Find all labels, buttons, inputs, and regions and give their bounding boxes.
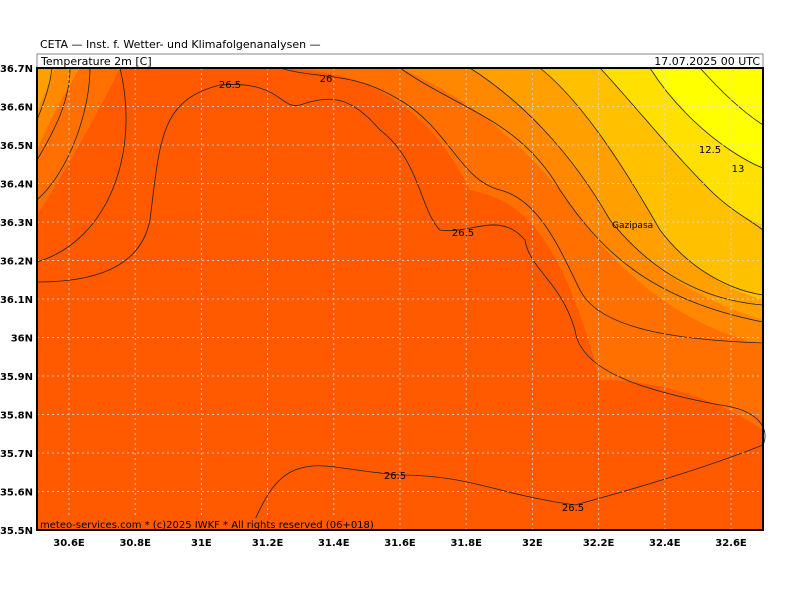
- footer-bg: [37, 518, 397, 530]
- lat-label: 35.6N: [0, 488, 33, 499]
- contour-label: 13: [732, 164, 745, 175]
- place-label: Gazipasa: [612, 221, 653, 231]
- lat-label: 35.7N: [0, 449, 33, 460]
- contour-label: 26: [320, 74, 333, 85]
- lon-label: 31.2E: [252, 538, 284, 549]
- date: 17.07.2025 00 UTC: [654, 55, 760, 68]
- source: CETA — Inst. f. Wetter- und Klimafolgena…: [40, 38, 321, 51]
- lat-label: 36.6N: [0, 103, 33, 114]
- map-frame: [36, 67, 764, 531]
- lon-label: 32.2E: [583, 538, 615, 549]
- lon-label: 30.6E: [53, 538, 85, 549]
- lat-label: 35.5N: [0, 526, 33, 537]
- lat-label: 36.7N: [0, 64, 33, 75]
- lat-label: 36N: [11, 334, 33, 345]
- variable: Temperature 2m [C]: [40, 55, 152, 68]
- lon-label: 32.4E: [649, 538, 681, 549]
- lat-label: 35.9N: [0, 372, 33, 383]
- footer: meteo-services.com * (c)2025 IWKF * All …: [40, 520, 374, 531]
- lon-label: 31.8E: [450, 538, 482, 549]
- lat-label: 36.4N: [0, 180, 33, 191]
- lat-label: 36.3N: [0, 218, 33, 229]
- lat-label: 36.5N: [0, 141, 33, 152]
- lon-label: 32.6E: [715, 538, 747, 549]
- lon-label: 31.6E: [384, 538, 416, 549]
- contour-label: 26.5: [452, 228, 474, 239]
- lat-label: 35.8N: [0, 411, 33, 422]
- lat-label: 36.2N: [0, 257, 33, 268]
- lon-label: 31.4E: [318, 538, 350, 549]
- lon-label: 30.8E: [119, 538, 151, 549]
- contour-label: 26.5: [562, 503, 584, 514]
- lat-label: 36.1N: [0, 295, 33, 306]
- lon-label: 32E: [522, 538, 543, 549]
- contour-label: 12.5: [699, 145, 721, 156]
- lon-label: 31E: [191, 538, 212, 549]
- map: 26.5 26 26.5 12.5 13 26.5 26.5 Gazipasa meteo-…: [36, 67, 766, 531]
- contour-label: 26.5: [384, 471, 406, 482]
- contour-label: 26.5: [219, 80, 241, 91]
